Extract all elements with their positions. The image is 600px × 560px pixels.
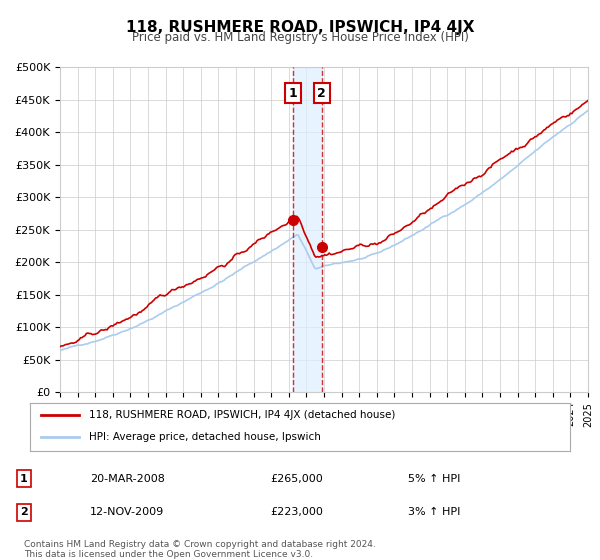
Text: Price paid vs. HM Land Registry's House Price Index (HPI): Price paid vs. HM Land Registry's House … [131, 31, 469, 44]
Text: Contains HM Land Registry data © Crown copyright and database right 2024.: Contains HM Land Registry data © Crown c… [24, 540, 376, 549]
Text: This data is licensed under the Open Government Licence v3.0.: This data is licensed under the Open Gov… [24, 550, 313, 559]
Text: HPI: Average price, detached house, Ipswich: HPI: Average price, detached house, Ipsw… [89, 432, 321, 442]
Text: 2: 2 [20, 507, 28, 517]
Text: 5% ↑ HPI: 5% ↑ HPI [408, 474, 460, 484]
Text: 3% ↑ HPI: 3% ↑ HPI [408, 507, 460, 517]
Text: 2: 2 [317, 87, 326, 100]
Text: £223,000: £223,000 [270, 507, 323, 517]
Text: 1: 1 [20, 474, 28, 484]
Text: 118, RUSHMERE ROAD, IPSWICH, IP4 4JX (detached house): 118, RUSHMERE ROAD, IPSWICH, IP4 4JX (de… [89, 410, 396, 420]
Text: 118, RUSHMERE ROAD, IPSWICH, IP4 4JX: 118, RUSHMERE ROAD, IPSWICH, IP4 4JX [126, 20, 474, 35]
Text: 12-NOV-2009: 12-NOV-2009 [90, 507, 164, 517]
Bar [293, 67, 322, 392]
Text: 1: 1 [288, 87, 297, 100]
Text: 20-MAR-2008: 20-MAR-2008 [90, 474, 165, 484]
Text: £265,000: £265,000 [270, 474, 323, 484]
